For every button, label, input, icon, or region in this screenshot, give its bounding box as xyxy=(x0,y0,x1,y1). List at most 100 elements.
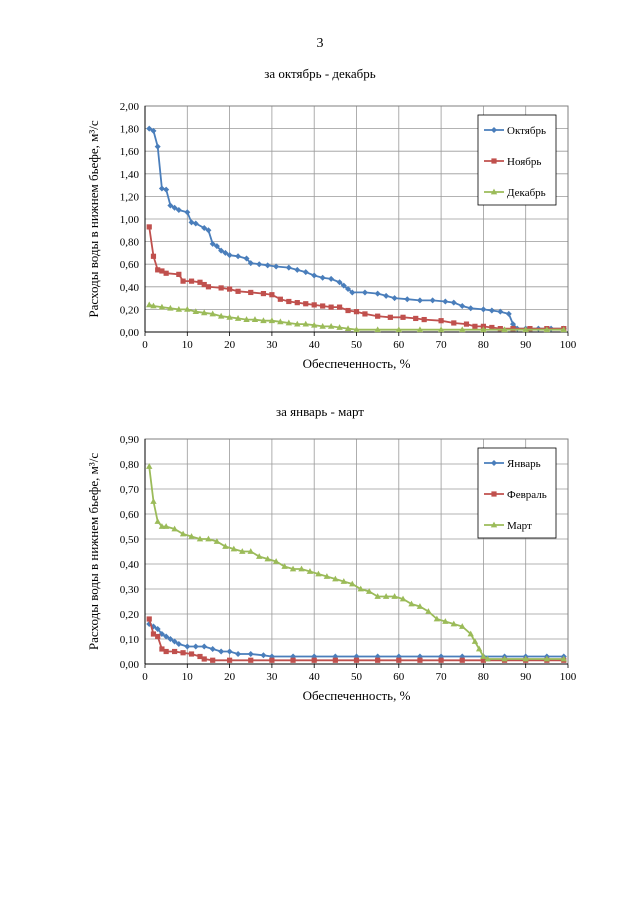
data-point xyxy=(501,655,508,662)
data-point xyxy=(264,555,271,562)
data-point xyxy=(340,282,347,289)
data-point xyxy=(340,578,348,584)
legend-label: Октябрь xyxy=(507,125,546,137)
data-point xyxy=(235,651,242,657)
data-point xyxy=(400,314,406,320)
y-tick-label: 0,60 xyxy=(120,259,140,271)
data-point xyxy=(413,315,419,322)
series-line xyxy=(148,618,564,662)
data-point xyxy=(205,535,212,542)
data-point xyxy=(437,326,445,333)
x-tick-label: 90 xyxy=(520,671,532,683)
data-point xyxy=(365,588,373,594)
data-point xyxy=(543,655,551,662)
data-point xyxy=(336,279,343,286)
x-tick-label: 80 xyxy=(478,671,490,683)
data-point xyxy=(294,300,300,306)
data-point xyxy=(150,253,157,259)
data-point xyxy=(172,648,178,655)
data-point xyxy=(154,626,161,632)
x-tick-label: 90 xyxy=(520,339,532,351)
data-point xyxy=(154,143,161,150)
data-point xyxy=(226,313,233,320)
data-point xyxy=(260,317,267,324)
data-point xyxy=(188,278,195,284)
data-point xyxy=(222,543,229,549)
y-tick-label: 0,90 xyxy=(120,434,140,446)
data-point xyxy=(560,655,567,662)
series-square xyxy=(146,616,567,663)
data-point xyxy=(463,321,470,327)
data-point xyxy=(234,315,242,321)
data-point xyxy=(522,655,529,662)
x-tick-label: 60 xyxy=(393,671,405,683)
data-point xyxy=(248,657,254,663)
data-point xyxy=(158,523,166,529)
data-point xyxy=(285,319,293,326)
data-point xyxy=(467,630,474,637)
y-tick-label: 0,40 xyxy=(120,559,140,571)
y-tick-label: 1,80 xyxy=(120,124,140,136)
y-tick-label: 0,20 xyxy=(120,304,140,316)
data-point xyxy=(332,575,339,582)
data-point xyxy=(179,530,187,537)
data-point xyxy=(408,600,415,607)
data-point xyxy=(471,638,479,644)
data-point xyxy=(218,648,225,655)
data-point xyxy=(158,303,166,310)
data-point xyxy=(247,260,254,267)
x-tick-label: 40 xyxy=(309,671,321,683)
data-point xyxy=(197,653,203,660)
data-point xyxy=(361,289,368,296)
data-point xyxy=(159,646,165,652)
data-point xyxy=(450,299,457,306)
data-point xyxy=(332,657,338,663)
data-point xyxy=(213,538,221,544)
data-point xyxy=(176,271,182,277)
data-point xyxy=(205,227,212,234)
data-point xyxy=(205,284,212,290)
data-point xyxy=(146,463,153,469)
data-point xyxy=(396,657,402,663)
data-point xyxy=(484,655,491,662)
data-point xyxy=(247,548,254,554)
data-point xyxy=(522,326,529,333)
data-point xyxy=(391,593,398,599)
data-point xyxy=(319,322,326,329)
y-tick-label: 0,20 xyxy=(120,609,140,621)
x-tick-label: 60 xyxy=(393,339,405,351)
data-point xyxy=(226,648,233,655)
data-point xyxy=(505,310,512,317)
data-point xyxy=(192,220,199,227)
data-point xyxy=(327,322,335,329)
data-point xyxy=(201,643,208,650)
y-tick-label: 0,10 xyxy=(120,634,140,646)
data-point xyxy=(294,266,301,273)
data-point xyxy=(475,645,483,652)
y-tick-label: 0,60 xyxy=(120,509,140,521)
data-point xyxy=(171,525,178,532)
legend-label: Ноябрь xyxy=(507,156,541,168)
data-point xyxy=(158,185,165,192)
x-tick-label: 0 xyxy=(142,671,148,683)
data-point xyxy=(218,247,225,254)
data-point xyxy=(154,518,161,524)
data-point xyxy=(222,249,229,256)
legend-swatch-marker xyxy=(491,158,497,164)
data-point xyxy=(184,209,191,216)
data-point xyxy=(374,326,381,333)
data-point xyxy=(306,568,314,574)
data-point xyxy=(209,240,216,247)
data-point xyxy=(230,545,238,552)
data-point xyxy=(286,298,292,305)
data-point xyxy=(146,125,153,132)
data-point xyxy=(235,288,241,294)
data-point xyxy=(155,633,161,640)
data-point xyxy=(501,326,508,333)
x-axis-title: Обеспеченность, % xyxy=(303,356,411,371)
data-point xyxy=(311,657,317,663)
x-tick-label: 20 xyxy=(224,339,236,351)
data-point xyxy=(201,225,208,232)
y-tick-label: 0,40 xyxy=(120,282,140,294)
data-point xyxy=(450,620,457,627)
